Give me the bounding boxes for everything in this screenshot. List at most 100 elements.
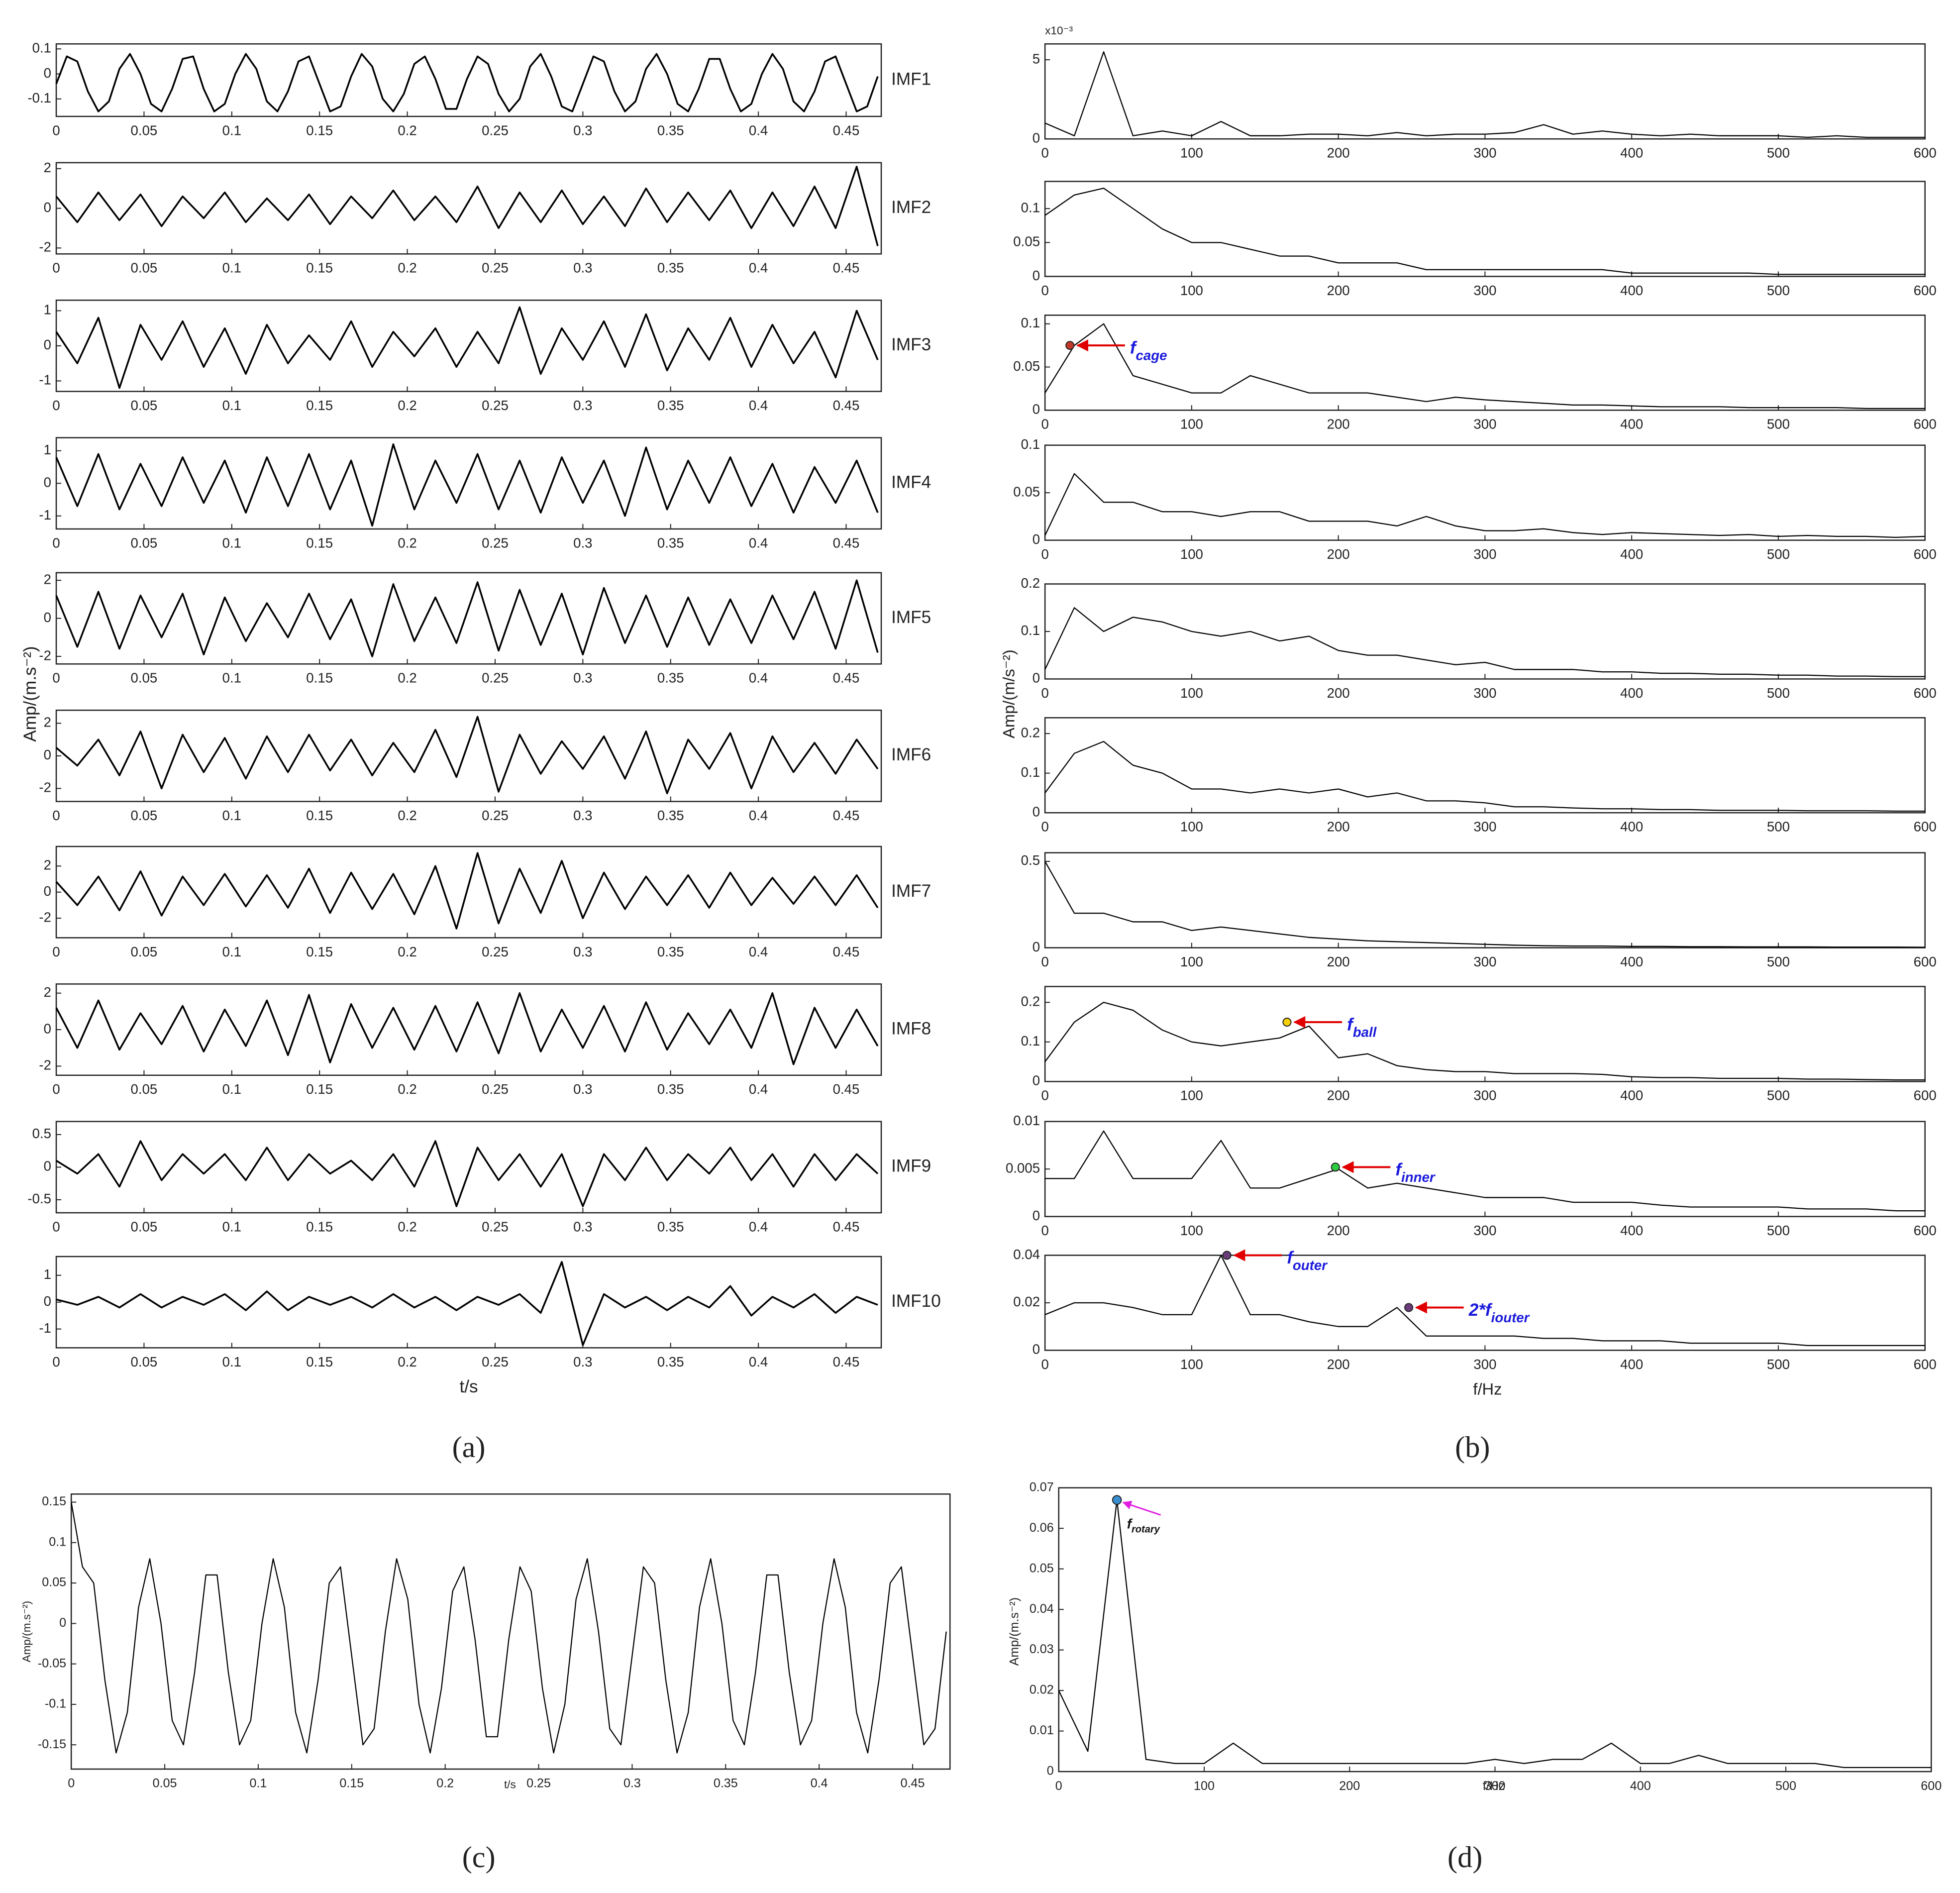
x-tick-label: 0.25 — [526, 1777, 551, 1790]
signal-line — [71, 1502, 947, 1754]
signal-line — [1044, 473, 1925, 538]
x-tick-label: 0.45 — [833, 944, 860, 959]
x-tick-label: 0.4 — [811, 1777, 828, 1790]
x-tick-label: 0.4 — [749, 808, 768, 823]
x-tick-label: 200 — [1327, 819, 1350, 835]
y-axis-label: Amp/(m.s⁻²) — [20, 1601, 33, 1663]
subplot: 0 100 200 300 400 500 600 0 0.05 0.1 — [1013, 436, 1936, 562]
x-tick-label: 600 — [1914, 283, 1937, 298]
y-tick-label: 1 — [44, 1266, 51, 1282]
x-tick-label: 0.35 — [657, 944, 684, 959]
x-tick-label: 300 — [1473, 685, 1496, 701]
x-tick-label: 0.05 — [131, 1354, 158, 1369]
signal-line — [1044, 51, 1925, 138]
annotation-symbol: f — [1130, 338, 1137, 358]
plot-frame — [70, 1493, 951, 1770]
x-tick-label: 0.2 — [398, 1219, 416, 1235]
subplot: 0 100 200 300 400 500 600 0 0.1 0.2 — [1021, 717, 1937, 835]
x-tick-label: 0.2 — [398, 670, 416, 686]
signal-line — [55, 306, 879, 389]
x-tick-label: 100 — [1180, 954, 1203, 969]
imf-label: IMF5 — [891, 608, 931, 627]
x-tick-label: 400 — [1620, 417, 1643, 432]
signal-line — [55, 579, 879, 657]
x-tick-label: 200 — [1327, 685, 1350, 701]
x-tick-label: 600 — [1914, 1357, 1937, 1372]
x-tick-label: 300 — [1473, 1088, 1496, 1103]
x-tick-label: 100 — [1180, 546, 1203, 562]
x-tick-label: 300 — [1473, 283, 1496, 298]
x-tick-label: 400 — [1620, 819, 1643, 835]
panel-caption: (c) — [462, 1841, 496, 1874]
signal-line — [1044, 1002, 1925, 1081]
x-tick-label: 0 — [1041, 1357, 1048, 1372]
plot-frame — [1044, 43, 1926, 140]
panel-caption: (d) — [1447, 1841, 1482, 1874]
x-tick-label: 0.45 — [833, 535, 860, 550]
x-tick-label: 0.2 — [398, 1081, 416, 1097]
x-tick-label: 0.15 — [306, 535, 333, 550]
y-tick-label: 0.2 — [1021, 725, 1040, 740]
x-tick-label: 400 — [1620, 546, 1643, 562]
x-tick-label: 0.2 — [398, 944, 416, 959]
plot-frame — [1044, 717, 1926, 814]
x-tick-label: 0.05 — [131, 670, 158, 686]
y-tick-label: 0.04 — [1030, 1602, 1054, 1616]
subplot: 0 100 200 300 400 500 600 0 0.1 0.2 — [1021, 986, 1937, 1103]
x-tick-label: 600 — [1914, 145, 1937, 161]
x-tick-label: 300 — [1485, 1779, 1506, 1793]
y-tick-label: 0.03 — [1030, 1642, 1054, 1656]
plot-frame — [55, 437, 882, 530]
x-tick-label: 0 — [52, 1081, 60, 1097]
x-tick-label: 600 — [1914, 1088, 1937, 1103]
y-axis-label: Amp/(m.s⁻²) — [1007, 1597, 1021, 1666]
x-tick-label: 0.3 — [573, 398, 592, 413]
annotation-marker — [1112, 1495, 1122, 1505]
x-tick-label: 300 — [1473, 1357, 1496, 1372]
imf-label: IMF7 — [891, 881, 931, 901]
annotation-label: frotary — [1127, 1516, 1160, 1535]
x-tick-label: 400 — [1620, 1223, 1643, 1238]
y-tick-label: 0 — [1047, 1764, 1054, 1778]
x-tick-label: 100 — [1180, 283, 1203, 298]
y-tick-label: 0.5 — [1021, 852, 1040, 868]
plot-frame — [1044, 986, 1926, 1082]
y-tick-label: 0.2 — [1021, 994, 1040, 1009]
y-axis-label: Amp/(m.s⁻²) — [20, 646, 40, 741]
y-tick-label: 1 — [44, 302, 51, 317]
x-tick-label: 500 — [1767, 283, 1790, 298]
y-tick-label: 0.01 — [1030, 1723, 1054, 1737]
signal-line — [1044, 607, 1925, 677]
subplot: 0 100 200 300 400 500 600 0 5 — [1032, 43, 1937, 161]
x-tick-label: 0.2 — [398, 1354, 416, 1369]
x-tick-label: 200 — [1327, 1357, 1350, 1372]
x-tick-label: 0.1 — [222, 535, 241, 550]
plot-frame — [1044, 583, 1926, 680]
x-tick-label: 400 — [1620, 1357, 1643, 1372]
y-tick-label: 0 — [1032, 1073, 1040, 1088]
annotation-subscript: rotary — [1132, 1524, 1160, 1535]
x-tick-label: 0.2 — [398, 122, 416, 138]
plot-frame — [55, 43, 882, 117]
x-tick-label: 0.35 — [657, 1219, 684, 1235]
signal-line — [56, 1140, 879, 1207]
signal-line — [55, 716, 879, 794]
annotation-symbol: f — [1395, 1160, 1403, 1179]
x-tick-label: 300 — [1473, 819, 1496, 835]
x-tick-label: 0.4 — [749, 535, 768, 550]
signal-line — [55, 852, 879, 930]
x-tick-label: 0.35 — [657, 535, 684, 550]
y-tick-label: 1 — [44, 442, 51, 457]
plot-frame — [1058, 1487, 1932, 1773]
x-tick-label: 0.2 — [398, 398, 416, 413]
annotation-subscript: outer — [1293, 1258, 1328, 1273]
subplot: 0 100 200 300 400 500 600 0 0.02 0.04 — [1013, 1247, 1936, 1372]
x-tick-label: 0 — [1041, 819, 1048, 835]
annotation-subscript: inner — [1401, 1169, 1436, 1185]
x-tick-label: 0.25 — [482, 670, 509, 686]
x-tick-label: 0.35 — [657, 398, 684, 413]
y-tick-label: 2 — [44, 984, 51, 1000]
x-tick-label: 200 — [1327, 283, 1350, 298]
x-tick-label: 300 — [1473, 1223, 1496, 1238]
